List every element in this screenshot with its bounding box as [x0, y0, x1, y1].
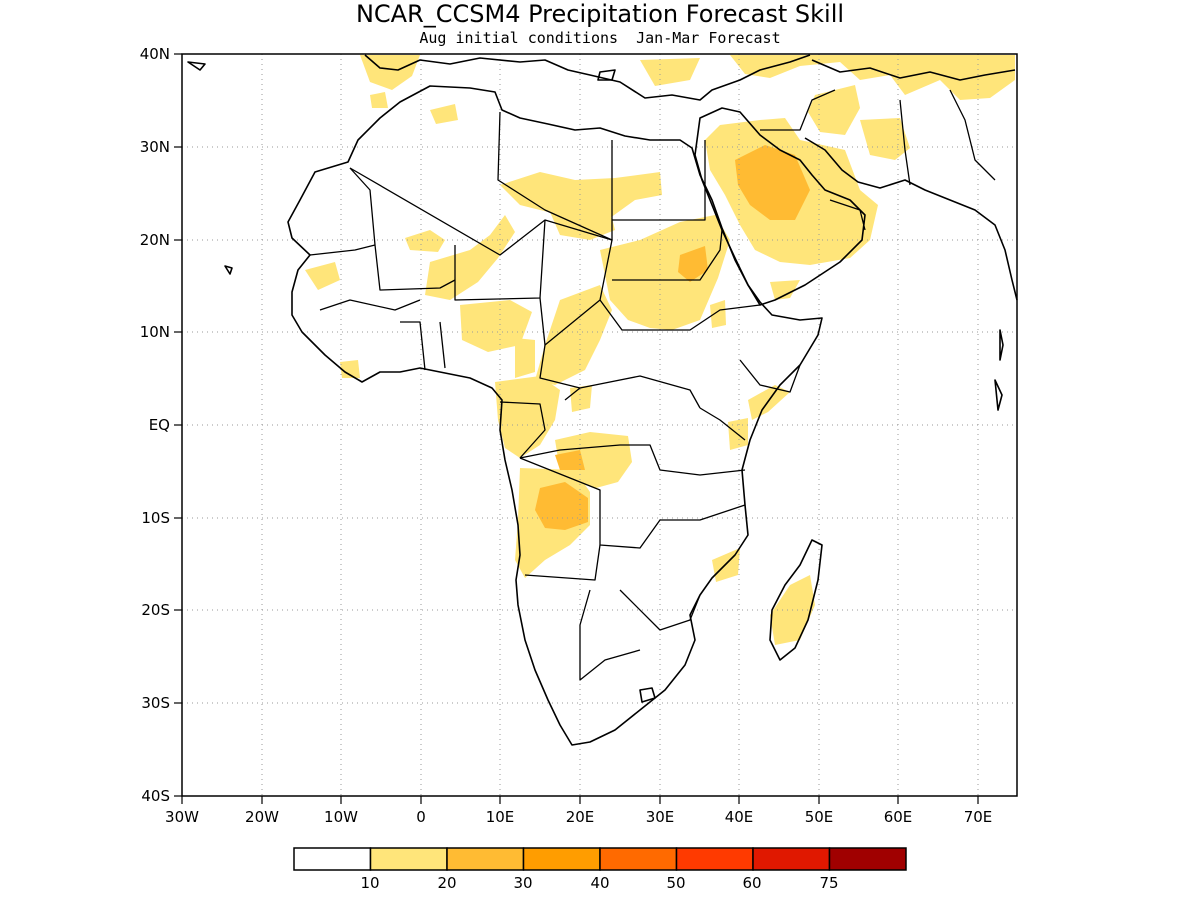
colorbar-box-2: [446, 847, 525, 871]
lon-label-30w: 30W: [165, 808, 199, 826]
lon-label-10w: 10W: [324, 808, 358, 826]
colorbar-box-6: [752, 847, 831, 871]
colorbar-box-0: [293, 847, 372, 871]
colorbar-labels: 10 20 30 40 50 60 75: [360, 874, 838, 892]
lon-label-40e: 40E: [725, 808, 754, 826]
lat-label-20n: 20N: [140, 231, 170, 249]
chart-title: NCAR_CCSM4 Precipitation Forecast Skill: [356, 0, 844, 28]
country-borders: [309, 89, 996, 681]
colorbar-box-3: [522, 847, 601, 871]
colorbar-label-40: 40: [590, 874, 609, 892]
lat-label-40n: 40N: [140, 45, 170, 63]
lon-label-50e: 50E: [805, 808, 834, 826]
lon-label-20w: 20W: [245, 808, 279, 826]
colorbar-boxes: [293, 847, 907, 871]
lon-label-70e: 70E: [964, 808, 993, 826]
lat-label-10n: 10N: [140, 323, 170, 341]
colorbar-label-10: 10: [360, 874, 379, 892]
lat-label-30n: 30N: [140, 138, 170, 156]
longitude-labels: 30W 20W 10W 0 10E 20E 30E 40E 50E 60E 70…: [165, 808, 992, 826]
latitude-labels: 40N 30N 20N 10N EQ 10S 20S 30S 40S: [140, 45, 170, 805]
colorbar-label-60: 60: [742, 874, 761, 892]
lat-label-40s: 40S: [141, 787, 170, 805]
colorbar: 10 20 30 40 50 60 75: [293, 847, 907, 892]
map-plot-area: [174, 53, 1018, 804]
coastlines: [187, 54, 1018, 746]
lon-label-20e: 20E: [566, 808, 595, 826]
lat-label-eq: EQ: [149, 416, 170, 434]
colorbar-box-1: [369, 847, 448, 871]
lat-label-10s: 10S: [141, 509, 170, 527]
colorbar-box-4: [599, 847, 678, 871]
lon-label-10e: 10E: [486, 808, 515, 826]
colorbar-box-5: [675, 847, 754, 871]
lon-label-0: 0: [416, 808, 426, 826]
lat-label-20s: 20S: [141, 601, 170, 619]
lat-label-30s: 30S: [141, 694, 170, 712]
lon-label-30e: 30E: [646, 808, 675, 826]
colorbar-label-30: 30: [513, 874, 532, 892]
colorbar-box-7: [828, 847, 907, 871]
lon-label-60e: 60E: [884, 808, 913, 826]
chart-subtitle: Aug initial conditions Jan-Mar Forecast: [419, 29, 780, 47]
colorbar-label-50: 50: [666, 874, 685, 892]
skill-shading: [305, 55, 1015, 645]
colorbar-label-75: 75: [819, 874, 838, 892]
colorbar-label-20: 20: [437, 874, 456, 892]
graticule: [182, 54, 1017, 796]
